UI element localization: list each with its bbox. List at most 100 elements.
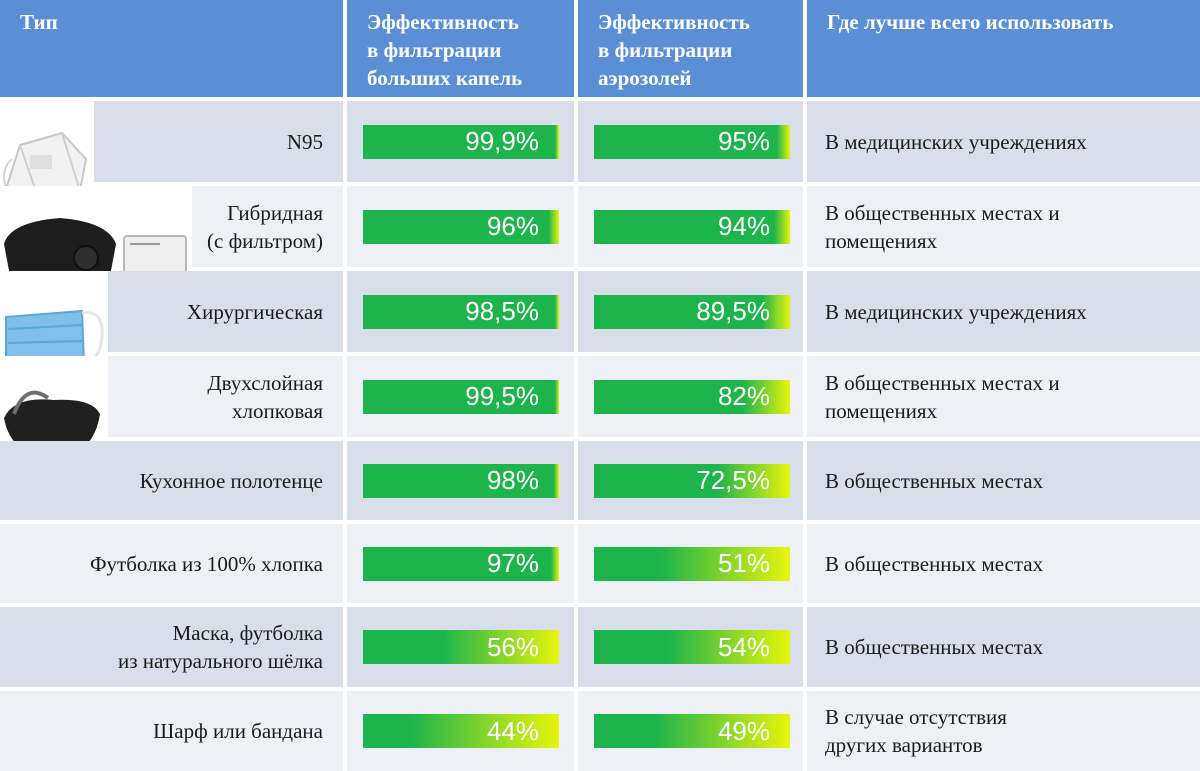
table-row: Хирургическая 98,5% 89,5% В медицинских … [0, 271, 1200, 365]
aerosols-cell: 95% [578, 101, 803, 182]
table-row: Футболка из 100% хлопка 97% 51% В общест… [0, 524, 1200, 603]
aerosols-value: 82% [717, 381, 770, 411]
aerosols-value: 54% [717, 631, 770, 662]
use-cell: В общественных местах и помещениях [807, 356, 1200, 437]
big-drops-value: 56% [486, 631, 539, 662]
aerosols-bar: 49% [594, 714, 790, 748]
big-drops-bar: 98% [363, 463, 559, 498]
use-label: В медицинских учреждениях [825, 299, 1087, 324]
header-use: Где лучше всего использовать [807, 0, 1200, 97]
aerosols-bar: 95% [594, 124, 790, 159]
header-use-label: Где лучше всего использовать [827, 10, 1114, 34]
type-label: Кухонное полотенце [139, 468, 323, 493]
aerosols-value: 72,5% [696, 465, 770, 495]
cotton-mask-icon [0, 356, 108, 462]
big-drops-bar: 97% [363, 546, 559, 581]
big-drops-value: 98% [486, 465, 539, 495]
header-big-drops-label: Эффективность в фильтрации больших капел… [367, 10, 523, 90]
aerosols-value: 51% [717, 548, 770, 578]
big-drops-bar: 99,9% [363, 124, 559, 159]
header-big-drops: Эффективность в фильтрации больших капел… [347, 0, 574, 97]
header-type-label: Тип [20, 10, 58, 34]
type-cell: Двухслойная хлопковая [0, 356, 343, 462]
n95-respirator-icon [0, 101, 94, 205]
big-drops-cell: 98,5% [347, 271, 574, 352]
big-drops-bar: 98,5% [363, 294, 559, 329]
surgical-mask-icon [0, 271, 108, 365]
table-row: Маска, футболка из натурального шёлка 56… [0, 607, 1200, 687]
aerosols-bar: 51% [594, 546, 790, 581]
big-drops-cell: 99,9% [347, 101, 574, 182]
use-label: В общественных местах [825, 551, 1044, 576]
use-label: В случае отсутствия других вариантов [825, 705, 1007, 757]
header-aerosols-label: Эффективность в фильтрации аэрозолей [598, 10, 750, 90]
type-label: Шарф или бандана [153, 719, 323, 743]
aerosols-bar: 82% [594, 379, 790, 414]
use-label: В общественных местах и помещениях [825, 200, 1060, 253]
big-drops-cell: 44% [347, 691, 574, 771]
aerosols-cell: 49% [578, 691, 803, 771]
aerosols-value: 49% [717, 715, 770, 746]
aerosols-value: 95% [717, 126, 770, 156]
big-drops-cell: 99,5% [347, 356, 574, 437]
type-label: N95 [286, 129, 323, 154]
aerosols-bar: 72,5% [594, 463, 790, 498]
use-cell: В общественных местах и помещениях [807, 186, 1200, 267]
aerosols-cell: 51% [578, 524, 803, 603]
type-label: Футболка из 100% хлопка [89, 551, 323, 576]
table-row: Кухонное полотенце 98% 72,5% В обществен… [0, 441, 1200, 520]
use-cell: В медицинских учреждениях [807, 101, 1200, 182]
use-cell: В общественных местах [807, 607, 1200, 687]
use-label: В общественных местах [825, 635, 1044, 659]
big-drops-cell: 98% [347, 441, 574, 520]
header-aerosols: Эффективность в фильтрации аэрозолей [578, 0, 803, 97]
type-cell: Футболка из 100% хлопка [0, 524, 343, 603]
type-cell: Шарф или бандана [0, 691, 343, 771]
type-cell: Маска, футболка из натурального шёлка [0, 607, 343, 687]
aerosols-bar: 89,5% [594, 294, 790, 329]
aerosols-value: 89,5% [696, 296, 770, 326]
aerosols-bar: 94% [594, 209, 790, 244]
type-label: Гибридная (с фильтром) [207, 200, 323, 253]
aerosols-cell: 94% [578, 186, 803, 267]
big-drops-value: 99,5% [465, 381, 539, 411]
big-drops-value: 96% [486, 211, 539, 241]
hybrid-mask-icon [0, 186, 192, 286]
big-drops-value: 99,9% [465, 126, 539, 156]
use-cell: В медицинских учреждениях [807, 271, 1200, 352]
type-cell: Кухонное полотенце [0, 441, 343, 520]
aerosols-cell: 54% [578, 607, 803, 687]
aerosols-value: 94% [717, 211, 770, 241]
use-label: В общественных местах [825, 468, 1044, 493]
aerosols-bar: 54% [594, 630, 790, 664]
big-drops-bar: 99,5% [363, 379, 559, 414]
big-drops-bar: 44% [363, 714, 559, 748]
header-type: Тип [0, 0, 343, 97]
aerosols-cell: 72,5% [578, 441, 803, 520]
type-cell: Хирургическая [0, 271, 343, 365]
aerosols-cell: 82% [578, 356, 803, 437]
table-row: Двухслойная хлопковая 99,5% 82% В общест… [0, 356, 1200, 462]
use-cell: В общественных местах [807, 441, 1200, 520]
big-drops-bar: 56% [363, 630, 559, 664]
table-row: Шарф или бандана 44% 49% В случае отсутс… [0, 691, 1200, 771]
use-cell: В случае отсутствия других вариантов [807, 691, 1200, 771]
aerosols-cell: 89,5% [578, 271, 803, 352]
type-label: Маска, футболка из натурального шёлка [117, 621, 323, 673]
big-drops-cell: 97% [347, 524, 574, 603]
big-drops-value: 98,5% [465, 296, 539, 326]
type-label: Двухслойная хлопковая [207, 370, 323, 423]
table-row: N95 99,9% 95% В медицинских учреждениях [0, 101, 1200, 205]
table-row: Гибридная (с фильтром) 96% 94% В обществ… [0, 186, 1200, 286]
use-cell: В общественных местах [807, 524, 1200, 603]
use-label: В медицинских учреждениях [825, 129, 1087, 154]
type-cell: Гибридная (с фильтром) [0, 186, 343, 286]
type-label: Хирургическая [186, 299, 323, 324]
type-cell: N95 [0, 101, 343, 205]
big-drops-value: 44% [486, 715, 539, 746]
use-label: В общественных местах и помещениях [825, 370, 1060, 423]
big-drops-cell: 56% [347, 607, 574, 687]
big-drops-bar: 96% [363, 209, 559, 244]
big-drops-value: 97% [486, 548, 539, 578]
